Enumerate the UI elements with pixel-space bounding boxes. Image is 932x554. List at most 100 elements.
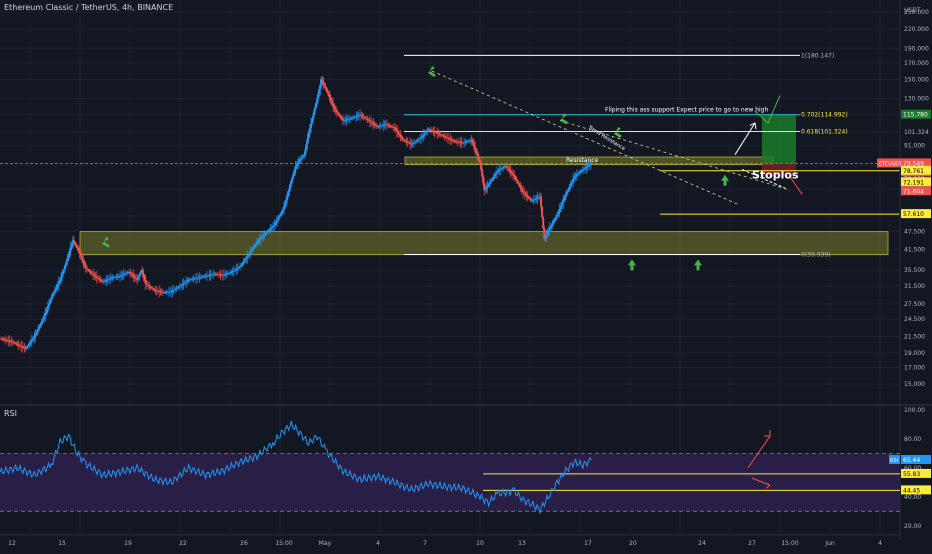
candle-body <box>236 268 239 269</box>
candle-body <box>43 316 46 320</box>
candle-body <box>321 79 324 82</box>
candle-body <box>385 124 388 126</box>
candle-body <box>421 135 424 138</box>
candle-body <box>414 141 417 143</box>
fib-label-0702: 0.702(114.992) <box>801 112 848 119</box>
candle-body <box>574 175 577 177</box>
candle-body <box>182 283 185 285</box>
candle-body <box>328 94 331 98</box>
candle-body <box>464 141 467 143</box>
candle-body <box>367 119 370 121</box>
candle-body <box>95 276 98 278</box>
time-axis-tick: 12 <box>8 540 16 547</box>
candle-body <box>586 166 589 167</box>
candle-body <box>371 122 374 124</box>
candle-body <box>280 212 283 215</box>
candle-body <box>199 276 202 278</box>
candle-body <box>257 240 260 242</box>
candle-body <box>363 117 366 119</box>
candle-body <box>205 275 208 277</box>
candle-body <box>3 339 6 341</box>
candle-body <box>144 280 147 284</box>
price-axis-tick: 41.500 <box>904 246 925 253</box>
candle-body <box>221 274 224 276</box>
candle-body <box>589 164 592 166</box>
candle-body <box>543 228 546 239</box>
candle-body <box>432 130 435 132</box>
stop-box <box>762 163 796 177</box>
level-57-badge-bg <box>901 209 931 219</box>
candle-body <box>550 225 553 229</box>
candle-body <box>395 129 398 132</box>
candle-body <box>223 274 226 276</box>
candle-body <box>49 300 52 304</box>
candle-body <box>83 262 86 266</box>
candle-body <box>141 270 144 274</box>
candle-body <box>561 203 564 206</box>
candle-body <box>4 339 7 341</box>
candle-body <box>55 287 58 290</box>
candle-body <box>584 167 587 169</box>
candle-body <box>175 288 178 290</box>
candle-body <box>161 292 164 293</box>
candle-body <box>132 275 135 277</box>
candle-body <box>261 236 264 239</box>
candle-body <box>439 134 442 136</box>
candle-body <box>565 191 568 195</box>
stop-projection-line <box>741 169 786 189</box>
candle-body <box>556 214 559 217</box>
candle-body <box>534 198 537 200</box>
candle-body <box>529 198 532 200</box>
annotation-stoplos-text: Stoplos <box>752 168 799 181</box>
candle-body <box>345 119 348 121</box>
rsi-level-badge-bg <box>901 468 931 478</box>
candle-body <box>231 271 234 273</box>
candle-body <box>539 196 541 198</box>
candle-body <box>416 140 419 141</box>
candle-body <box>366 118 369 120</box>
candle-body <box>526 195 529 198</box>
candle-body <box>87 269 90 271</box>
candle-body <box>531 200 534 201</box>
candle-body <box>117 276 120 277</box>
candle-body <box>317 93 320 99</box>
candle-body <box>103 281 106 283</box>
candle-body <box>126 272 129 274</box>
candle-body <box>316 98 319 104</box>
candle-body <box>564 194 567 198</box>
time-axis-tick: 4 <box>376 540 380 547</box>
candle-body <box>378 126 381 127</box>
candle-body <box>52 292 55 295</box>
candle-body <box>111 277 114 279</box>
candle-body <box>18 345 21 346</box>
candle-body <box>434 132 437 133</box>
candle-body <box>60 276 63 280</box>
rsi-axis-tick: 40.00 <box>904 494 921 501</box>
candle-body <box>362 116 365 118</box>
candle-body <box>301 157 304 159</box>
candle-body <box>78 250 81 254</box>
target-price-badge: 115.780 <box>903 112 928 119</box>
candle-body <box>99 279 102 281</box>
candle-body <box>10 341 13 343</box>
candle-body <box>240 264 243 267</box>
candle-body <box>546 232 549 235</box>
candle-body <box>259 238 262 240</box>
candle-body <box>579 171 582 173</box>
candle-body <box>361 115 364 117</box>
candle-body <box>207 275 210 277</box>
candle-body <box>540 196 543 207</box>
candle-body <box>229 272 232 274</box>
candle-body <box>406 141 409 143</box>
candle-body <box>537 197 540 198</box>
candle-body <box>450 139 453 141</box>
candle-body <box>164 292 167 293</box>
candle-body <box>481 169 484 177</box>
candle-body <box>484 188 487 191</box>
candle-body <box>327 91 330 95</box>
candle-body <box>47 303 50 307</box>
candle-body <box>160 291 163 293</box>
candle-body <box>305 143 308 150</box>
